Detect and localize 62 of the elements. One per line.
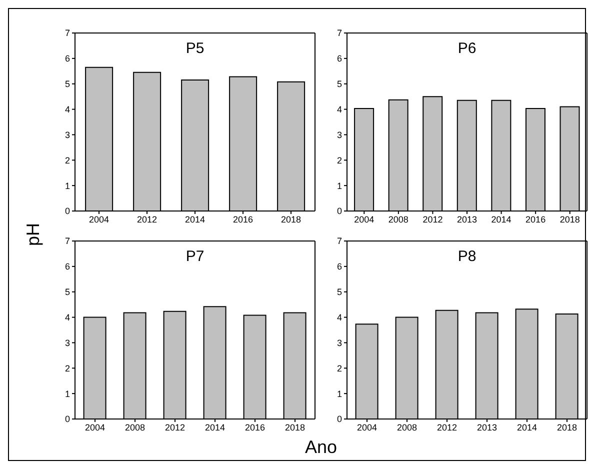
x-tick-label: 2008	[396, 422, 418, 432]
x-tick-label: 2014	[516, 422, 538, 432]
y-tick-label: 6	[336, 54, 342, 64]
y-tick-label: 2	[336, 155, 342, 166]
y-tick-label: 1	[336, 388, 342, 399]
x-tick-label: 2014	[491, 214, 512, 224]
x-tick-label: 2018	[556, 422, 578, 432]
x-tick-label: 2013	[456, 214, 478, 224]
y-tick-label: 6	[64, 54, 70, 64]
y-tick-label: 5	[64, 79, 70, 90]
y-tick-label: 5	[336, 79, 342, 90]
y-tick-label: 6	[336, 262, 342, 272]
x-tick-label: 2004	[88, 214, 110, 224]
y-tick-label: 7	[64, 236, 70, 246]
x-tick-label: 2012	[436, 422, 458, 432]
y-axis-title: pH	[23, 222, 44, 246]
y-tick-label: 0	[336, 206, 342, 216]
y-tick-label: 0	[336, 414, 342, 424]
y-tick-label: 7	[336, 236, 342, 246]
x-tick-label: 2018	[284, 422, 306, 432]
y-tick-label: 4	[336, 104, 342, 114]
x-tick-label: 2014	[204, 422, 226, 432]
text: P6	[458, 40, 476, 57]
x-tick-label: 2016	[232, 214, 254, 224]
y-tick-label: 3	[336, 130, 342, 140]
x-tick-label: 2016	[526, 214, 546, 224]
y-tick-label: 4	[64, 104, 70, 114]
y-tick-label: 1	[336, 180, 342, 191]
y-tick-label: 0	[64, 206, 70, 216]
x-tick-label: 2018	[280, 214, 302, 224]
text: P7	[186, 248, 204, 265]
y-tick-label: 3	[64, 130, 70, 140]
x-tick-label: 2008	[124, 422, 146, 432]
y-tick-label: 2	[64, 155, 70, 166]
y-tick-label: 3	[336, 338, 342, 348]
x-tick-label: 2004	[354, 214, 374, 224]
x-tick-label: 2012	[136, 214, 158, 224]
x-tick-label: 2016	[244, 422, 266, 432]
y-tick-label: 1	[64, 388, 70, 399]
text: P8	[458, 248, 476, 265]
y-tick-label: 7	[336, 28, 342, 38]
y-tick-label: 7	[64, 28, 70, 38]
x-tick-label: 2008	[388, 214, 408, 224]
x-tick-label: 2004	[356, 422, 378, 432]
y-tick-label: 6	[64, 262, 70, 272]
y-tick-label: 4	[64, 312, 70, 322]
x-tick-label: 2012	[164, 422, 186, 432]
y-tick-label: 2	[64, 363, 70, 374]
text: P5	[186, 40, 204, 57]
x-tick-label: 2018	[560, 214, 580, 224]
x-tick-label: 2013	[476, 422, 498, 432]
y-tick-label: 5	[336, 287, 342, 298]
y-tick-label: 4	[336, 312, 342, 322]
x-tick-label: 2014	[184, 214, 206, 224]
y-tick-label: 2	[336, 363, 342, 374]
y-tick-label: 1	[64, 180, 70, 191]
x-tick-label: 2012	[422, 214, 443, 224]
x-axis-title: Ano	[304, 437, 338, 458]
x-tick-label: 2004	[84, 422, 106, 432]
y-tick-label: 3	[64, 338, 70, 348]
y-tick-label: 0	[64, 414, 70, 424]
y-tick-label: 5	[64, 287, 70, 298]
